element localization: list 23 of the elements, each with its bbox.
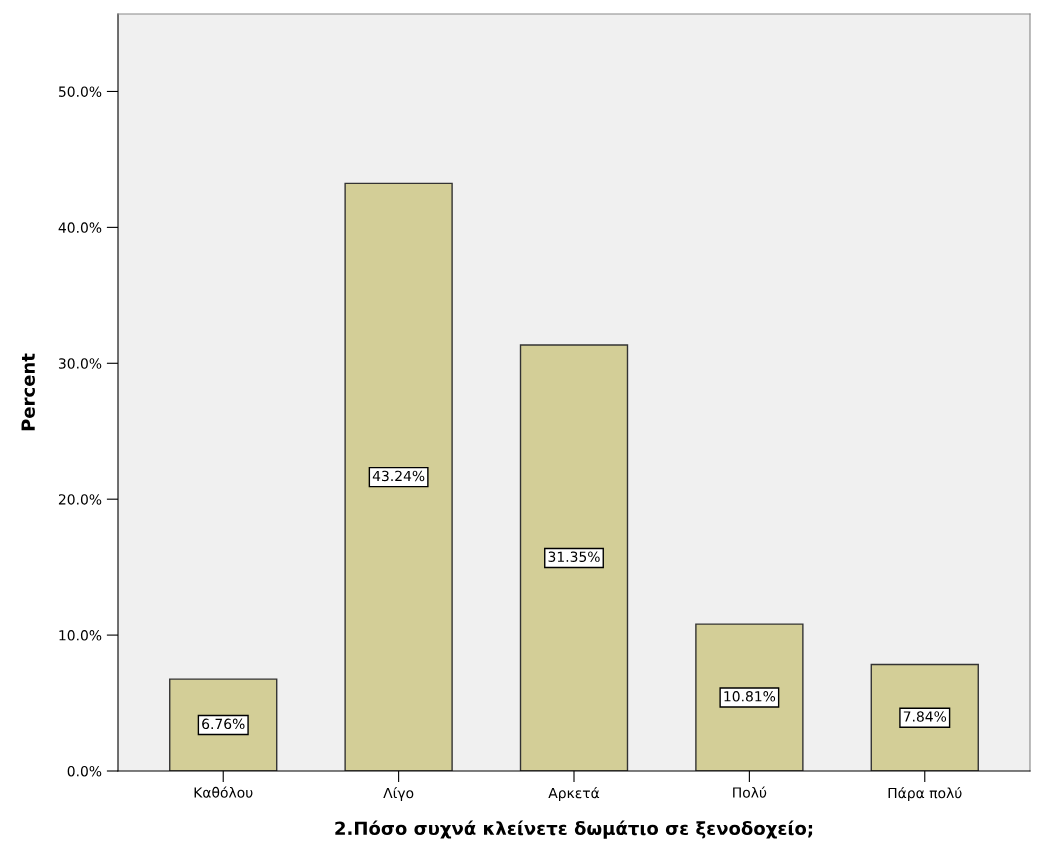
y-tick-label: 20.0% (58, 494, 102, 505)
x-tick-label: Λίγο (383, 786, 414, 801)
x-tick-label: Πάρα πολύ (888, 786, 962, 801)
x-tick-label: Αρκετά (548, 786, 600, 801)
data-label: 7.84% (903, 711, 947, 722)
y-tick-label: 10.0% (59, 630, 102, 641)
bar (519, 344, 629, 771)
data-label: 31.35% (548, 551, 600, 562)
y-tick-label: 30.0% (58, 358, 102, 369)
bar (344, 182, 453, 771)
y-tick-label: 0.0% (67, 765, 102, 777)
x-axis-title: 2.Πόσο συχνά κλείνετε δωμάτιο σε ξενοδοχείο; (335, 820, 813, 839)
x-tick-label: Καθόλου (194, 786, 253, 798)
bar (695, 623, 804, 771)
data-label: 10.81% (724, 691, 776, 702)
y-axis-title: Percent (21, 353, 35, 431)
y-tick-label: 40.0% (58, 222, 102, 233)
data-label: 6.76% (202, 718, 245, 730)
y-tick-label: 50.0% (58, 86, 102, 97)
x-tick-label: Πολύ (733, 786, 767, 798)
data-label: 43.24% (372, 470, 425, 482)
bar (870, 663, 979, 771)
bar (169, 678, 278, 771)
